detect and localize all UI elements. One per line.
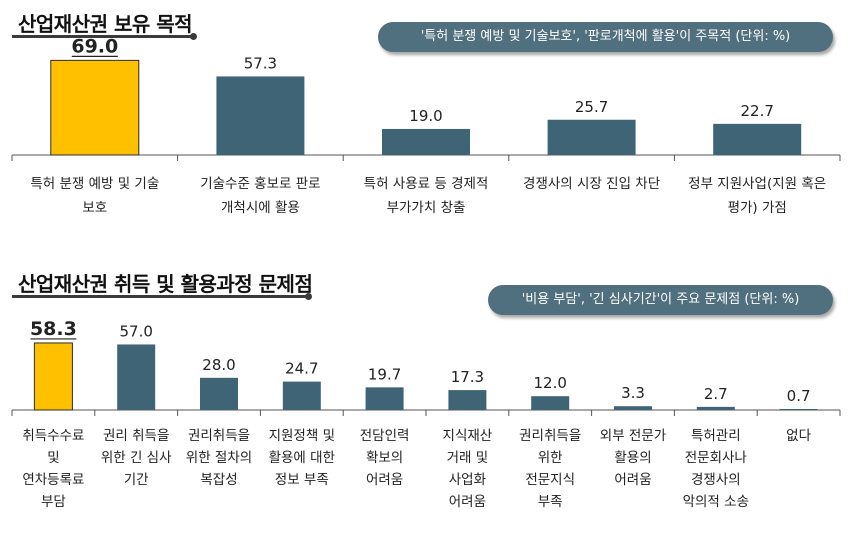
tick-label: 보호 [82,200,107,216]
bar [713,123,802,155]
title-underline-dot [190,33,197,40]
tick-label: 부족 [538,494,563,510]
tick-label: 위한 [538,450,563,466]
tick-label: 어려움 [614,472,651,488]
tick-label: 지원정책 및 [269,428,335,444]
tick-label: 확보의 [366,450,403,466]
tick-label: 부담 [41,494,66,510]
tick-label: 활용의 [614,450,651,466]
bar [696,406,735,410]
section-title-problems: 산업재산권 취득 및 활용과정 문제점 [18,272,313,296]
data-label: 12.0 [533,374,566,392]
bar [448,390,487,410]
bar [531,396,570,410]
data-label: 22.7 [740,102,773,120]
tick-label: 전담인력 [360,428,410,444]
bar [779,409,818,410]
data-label: 25.7 [575,98,608,116]
tick-label: 없다 [786,428,811,444]
tick-label: 전문지식 [525,472,575,488]
bar [382,128,470,155]
section-title-purpose: 산업재산권 보유 목적 [18,12,193,36]
tick-label: 평가) 가점 [728,200,787,216]
title-underline [12,295,309,298]
tick-label: 악의적 소송 [683,494,749,510]
tick-label: 경쟁사의 시장 진입 차단 [523,176,660,192]
tick-label: 거래 및 [447,450,489,466]
tick-label: 특허 사용료 등 경제적 [364,176,489,192]
tick-label: 특허 분쟁 예방 및 기술 [30,176,159,192]
tick-label: 기간 [124,472,149,488]
tick-label: 정부 지원사업(지원 혹은 [688,176,826,192]
tick-label: 특허관리 [691,428,741,444]
tick-label: 어려움 [366,472,403,488]
tick-label: 복잡성 [200,472,237,488]
data-label: 28.0 [202,356,235,374]
data-label: 19.7 [368,365,401,383]
data-label: 24.7 [285,360,318,378]
data-label: 57.0 [119,322,152,340]
bar [33,342,73,411]
data-label: 57.3 [244,54,277,72]
tick-label: 취득수수료 [22,428,84,444]
tick-label: 정보 부족 [275,472,329,488]
tick-label: 전문회사나 [685,450,747,466]
bar [200,377,238,410]
bar [547,119,636,155]
tick-label: 위한 절차의 [186,450,252,466]
data-label: 69.0 [71,35,118,57]
title-underline-dot [305,293,312,300]
callout-pill-purpose: '특허 분쟁 예방 및 기술보호', '판로개척에 활용'이 주목적 (단위: … [378,22,833,52]
callout-pill-problems: '비용 부담', '긴 심사기간'이 주요 문제점 (단위: %) [488,285,833,315]
bar [282,381,321,410]
tick-label: 및 [47,450,59,466]
tick-label: 위한 긴 심사 [101,450,172,466]
bar [216,76,305,155]
tick-label: 권리취득을 [188,428,250,444]
tick-label: 부가가치 창출 [387,200,466,216]
data-label: 17.3 [451,368,484,386]
title-underline [12,35,194,38]
tick-label: 경쟁사의 [691,472,741,488]
data-label: 0.7 [787,387,811,405]
data-label: 58.3 [30,318,77,340]
tick-label: 개척시에 활용 [221,200,300,216]
tick-label: 기술수준 홍보로 판로 [200,176,320,192]
bar [365,387,404,410]
tick-label: 외부 전문가 [600,428,666,444]
bar [117,344,156,410]
bar [50,59,140,156]
data-label: 3.3 [621,384,645,402]
tick-label: 어려움 [449,494,486,510]
tick-label: 사업화 [449,472,486,488]
tick-label: 지식재산 [443,428,493,444]
tick-label: 활용에 대한 [269,450,335,466]
tick-label: 권리취득을 [519,428,581,444]
bar [614,406,652,410]
data-label: 2.7 [704,385,728,403]
data-label: 19.0 [409,107,442,125]
tick-label: 연차등록료 [22,472,84,488]
tick-label: 권리 취득을 [103,428,169,444]
